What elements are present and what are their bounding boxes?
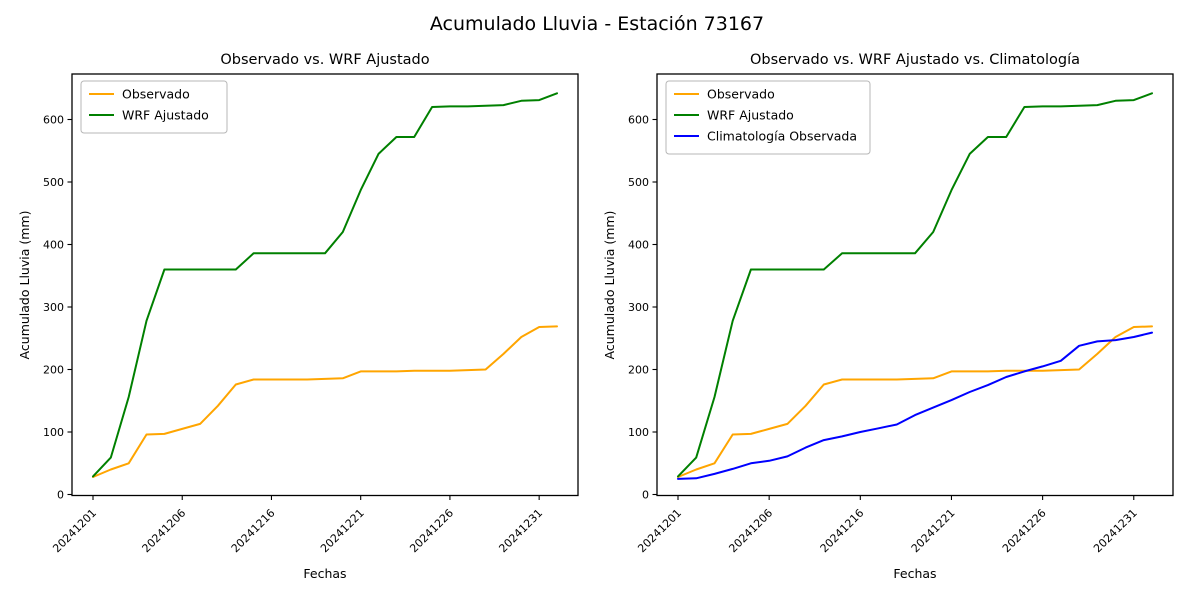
x-tick-label: 20241216 [229,506,278,555]
x-tick-label: 20241206 [726,506,775,555]
right-subplot-title: Observado vs. WRF Ajustado vs. Climatolo… [750,52,1080,68]
legend-label: Climatología Observada [707,128,857,143]
x-tick-label: 20241231 [496,506,545,555]
x-tick-label: 20241231 [1091,506,1140,555]
y-tick-label: 600 [43,113,64,126]
right-xaxis-label: Fechas [893,566,936,581]
legend-label: WRF Ajustado [122,107,209,122]
legend-entry-observado: Observado [89,86,190,101]
legend-box [665,80,871,155]
series-line-wrf-ajustado [92,92,558,478]
y-tick-label: 100 [43,426,64,439]
left-subplot-title: Observado vs. WRF Ajustado [220,52,429,68]
legend-entry-wrf-ajustado: WRF Ajustado [89,107,209,122]
y-tick-label: 0 [642,488,649,501]
y-tick-label: 0 [57,488,64,501]
x-tick-label: 20241226 [407,506,456,555]
x-tick-label: 20241221 [318,506,367,555]
left-yaxis-label: Acumulado Lluvia (mm) [17,211,32,360]
y-tick-label: 400 [43,238,64,251]
series-line-wrf-ajustado [677,92,1153,478]
legend-label: Observado [707,86,775,101]
series-line-observado [92,325,558,478]
x-tick-label: 20241201 [50,506,99,555]
y-tick-label: 600 [628,113,649,126]
y-tick-label: 300 [628,301,649,314]
legend-entry-wrf-ajustado: WRF Ajustado [674,107,794,122]
series-line-observado [677,325,1153,478]
y-tick-label: 500 [43,176,64,189]
legend-entry-observado: Observado [674,86,775,101]
y-tick-label: 200 [628,363,649,376]
right-subplot: 0 100 200 300 400 500 600 20241201 20241206 20241… [628,73,1174,555]
figure-title: Acumulado Lluvia - Estación 73167 [430,13,764,35]
x-tick-label: 20241206 [140,506,189,555]
left-xaxis-label: Fechas [303,566,346,581]
x-tick-label: 20241221 [909,506,958,555]
legend-label: Observado [122,86,190,101]
legend-entry-climatologia-observada: Climatología Observada [674,128,857,143]
legend-label: WRF Ajustado [707,107,794,122]
x-tick-label: 20241226 [1000,506,1049,555]
right-yaxis-label: Acumulado Lluvia (mm) [602,211,617,360]
y-tick-label: 400 [628,238,649,251]
legend-box [80,80,228,134]
left-subplot: 0 100 200 300 400 500 600 20241201 20241206 20241… [43,73,579,555]
x-tick-label: 20241201 [635,506,684,555]
x-tick-label: 20241216 [818,506,867,555]
y-tick-label: 200 [43,363,64,376]
series-line-climatologia-observada [677,331,1153,480]
plot-area [71,73,579,497]
y-tick-label: 500 [628,176,649,189]
y-tick-label: 100 [628,426,649,439]
y-tick-label: 300 [43,301,64,314]
